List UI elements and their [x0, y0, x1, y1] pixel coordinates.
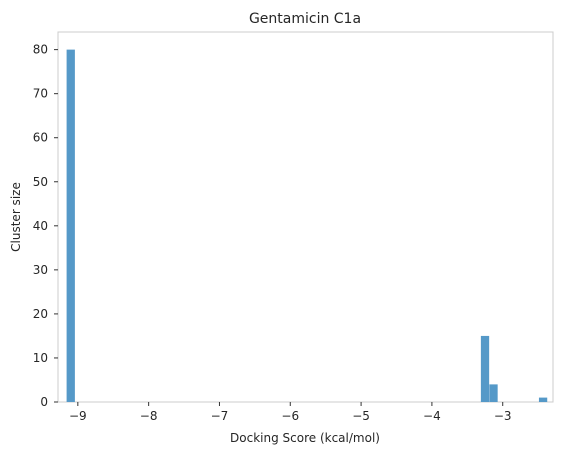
bar — [538, 397, 548, 402]
x-axis: −9 −8 −7 −6 −5 −4 −3 — [69, 402, 512, 423]
y-axis: 0 10 20 30 40 50 60 70 80 — [33, 43, 58, 409]
bar — [66, 49, 75, 402]
y-tick-label: 0 — [40, 395, 48, 409]
x-tick-label: −9 — [69, 409, 87, 423]
x-tick-label: −4 — [423, 409, 441, 423]
y-tick-label: 60 — [33, 131, 48, 145]
plot-frame — [57, 31, 554, 403]
chart-title: Gentamicin C1a — [249, 11, 361, 27]
y-tick-label: 50 — [33, 175, 48, 189]
x-tick-label: −6 — [281, 409, 299, 423]
bars — [66, 49, 548, 402]
x-tick-label: −8 — [140, 409, 158, 423]
y-tick-label: 20 — [33, 307, 48, 321]
bar — [480, 335, 490, 402]
x-tick-label: −5 — [352, 409, 370, 423]
y-tick-label: 30 — [33, 263, 48, 277]
x-tick-label: −7 — [211, 409, 229, 423]
bar — [489, 384, 498, 402]
y-tick-label: 70 — [33, 87, 48, 101]
y-tick-label: 10 — [33, 351, 48, 365]
y-tick-label: 40 — [33, 219, 48, 233]
y-axis-label: Cluster size — [9, 182, 23, 252]
x-tick-label: −3 — [494, 409, 512, 423]
x-axis-label: Docking Score (kcal/mol) — [230, 431, 380, 445]
y-tick-label: 80 — [33, 43, 48, 57]
